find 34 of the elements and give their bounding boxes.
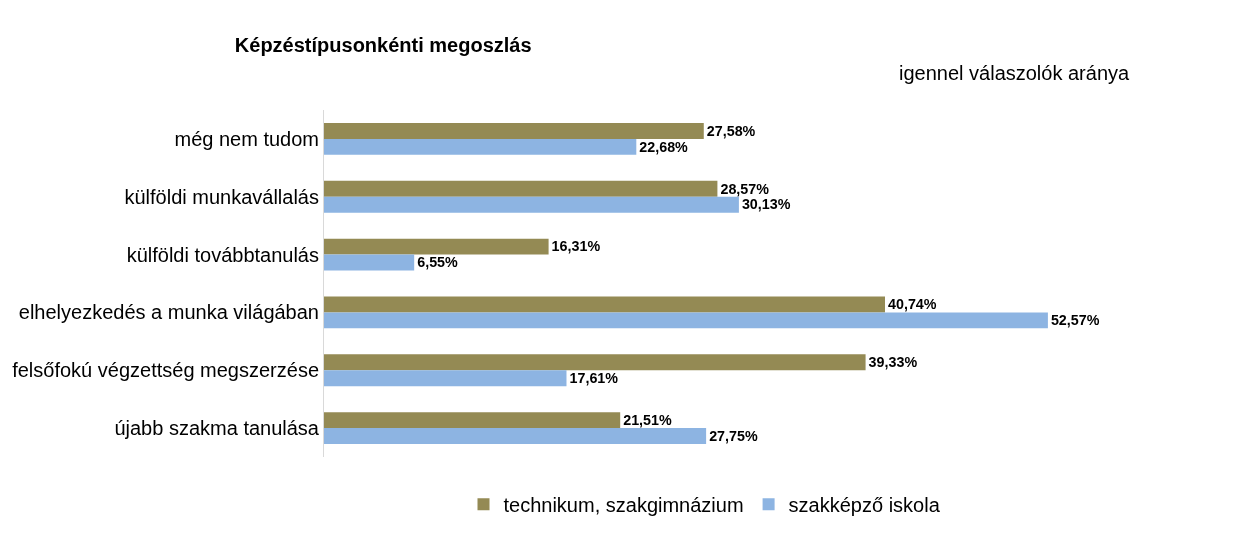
data-label: 16,31% <box>551 238 601 255</box>
chart-title: Képzéstípusonkénti megoszlás <box>234 33 532 56</box>
y-tick-label: elhelyezkedés a munka világában <box>18 301 319 324</box>
y-tick-label: külföldi munkavállalás <box>124 185 319 208</box>
data-label: 6,55% <box>417 254 459 271</box>
chart-subtitle: igennel válaszolók aránya <box>899 62 1131 84</box>
bar <box>324 138 637 155</box>
data-label: 22,68% <box>639 138 689 155</box>
data-label: 40,74% <box>888 296 937 313</box>
y-tick-label: újabb szakma tanulása <box>114 417 320 440</box>
data-label: 30,13% <box>741 196 791 213</box>
data-label: 27,75% <box>709 427 758 444</box>
data-label: 28,57% <box>720 180 770 197</box>
bar <box>324 238 549 255</box>
bar <box>324 412 621 429</box>
y-tick-label: felsőfokú végzettség megszerzése <box>12 359 319 382</box>
data-label: 39,33% <box>868 354 918 371</box>
data-label: 27,58% <box>706 122 756 139</box>
data-label: 21,51% <box>623 411 672 428</box>
bar <box>324 123 704 139</box>
data-label: 52,57% <box>1050 312 1100 329</box>
y-tick-label: még nem tudom <box>174 127 319 150</box>
bar <box>324 254 415 271</box>
bar <box>324 180 718 197</box>
legend-label: technikum, szakgimnázium <box>503 494 744 517</box>
bar <box>324 196 739 213</box>
bar <box>324 370 567 387</box>
bar <box>324 296 885 313</box>
legend-label: szakképző iskola <box>788 494 941 517</box>
y-tick-label: külföldi továbbtanulás <box>126 243 319 266</box>
data-label: 17,61% <box>569 369 619 386</box>
bar <box>324 354 866 371</box>
bar <box>324 428 707 444</box>
bar <box>324 312 1048 329</box>
